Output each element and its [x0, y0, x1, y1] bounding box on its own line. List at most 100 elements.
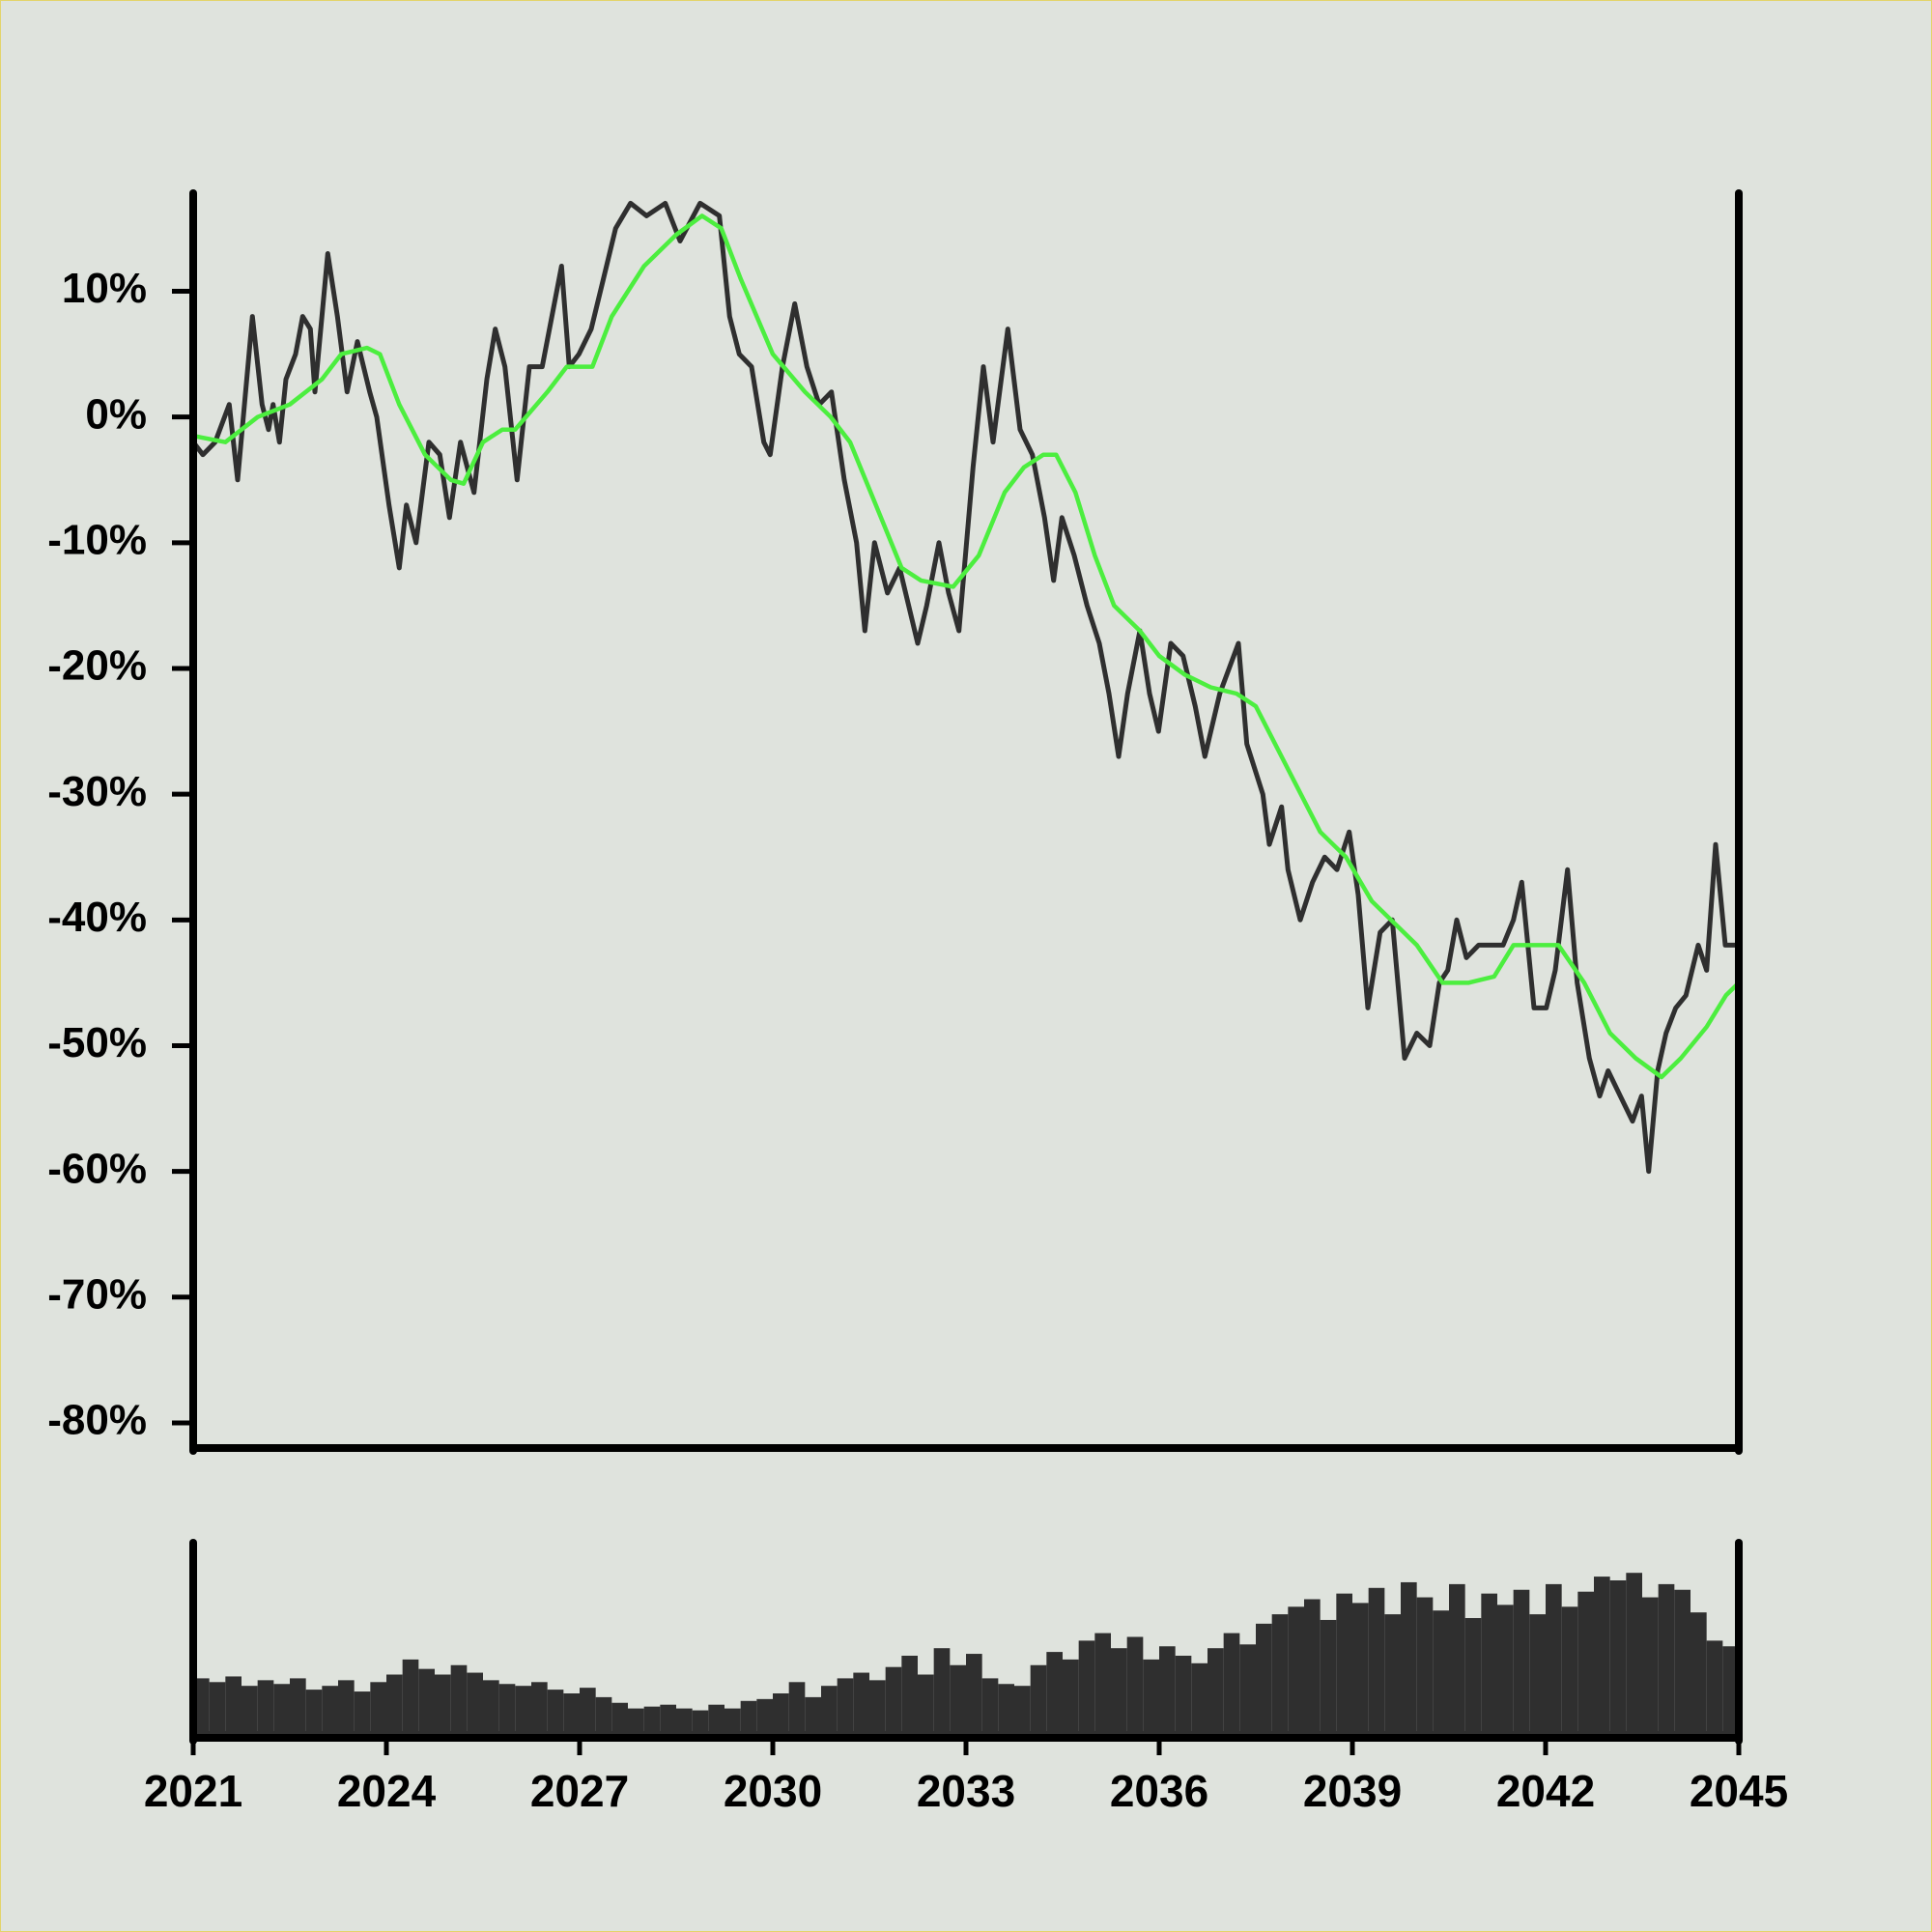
volume-bar: [531, 1682, 548, 1731]
volume-bar: [580, 1688, 596, 1731]
volume-bar: [1529, 1614, 1546, 1731]
volume-bar: [837, 1678, 854, 1731]
volume-bar: [467, 1672, 483, 1731]
volume-bar: [209, 1682, 226, 1731]
volume-bar: [1094, 1633, 1111, 1731]
volume-bar: [1433, 1610, 1449, 1731]
volume-bar: [1208, 1648, 1224, 1731]
volume-bar: [1271, 1614, 1289, 1731]
volume-bar: [660, 1704, 676, 1731]
volume-bar: [1594, 1577, 1610, 1731]
volume-bar: [322, 1686, 338, 1731]
x-tick-label: 2042: [1496, 1766, 1595, 1816]
volume-bar: [756, 1698, 773, 1731]
y-tick-label: -10%: [47, 516, 147, 563]
volume-bar: [1722, 1646, 1739, 1731]
volume-bar: [933, 1648, 951, 1731]
volume-bar: [1304, 1599, 1321, 1731]
volume-bar: [515, 1686, 531, 1731]
volume-bar: [595, 1696, 612, 1731]
volume-bar: [1481, 1593, 1497, 1731]
volume-bar: [1416, 1597, 1434, 1731]
volume-bar: [950, 1664, 966, 1731]
volume-bar: [257, 1680, 274, 1731]
volume-bar: [1320, 1619, 1337, 1731]
volume-bar: [354, 1691, 371, 1731]
volume-bar: [966, 1654, 982, 1731]
volume-bar: [435, 1674, 451, 1731]
volume-bar: [1401, 1581, 1417, 1731]
series-line: [193, 213, 1739, 1080]
volume-bar: [1706, 1640, 1723, 1731]
x-tick-label: 2024: [337, 1766, 437, 1816]
volume-bar: [1078, 1640, 1095, 1731]
volume-bar: [1143, 1659, 1159, 1731]
volume-bar: [1352, 1603, 1369, 1731]
volume-bar: [1674, 1589, 1690, 1731]
volume-bar: [708, 1704, 724, 1731]
volume-bar: [1223, 1633, 1240, 1731]
volume-bar: [901, 1656, 918, 1731]
volume-bar: [1577, 1591, 1594, 1731]
volume-bar: [1111, 1648, 1127, 1731]
volume-bar: [386, 1674, 403, 1731]
volume-bar: [193, 1678, 210, 1731]
volume-bar: [483, 1680, 499, 1731]
x-tick-label: 2030: [724, 1766, 822, 1816]
x-tick-label: 2021: [144, 1766, 242, 1816]
volume-bar: [1046, 1652, 1063, 1731]
volume-bar: [370, 1682, 386, 1731]
volume-bar: [1126, 1636, 1144, 1731]
x-tick-label: 2045: [1690, 1766, 1788, 1816]
volume-bar: [402, 1659, 419, 1731]
x-tick-label: 2039: [1303, 1766, 1402, 1816]
y-tick-label: -30%: [47, 768, 147, 815]
volume-bar: [1368, 1587, 1385, 1731]
series-line: [193, 200, 1739, 1175]
volume-bar: [1256, 1623, 1272, 1731]
volume-bar: [242, 1686, 258, 1731]
volume-bar: [1690, 1612, 1707, 1731]
volume-bar: [773, 1693, 789, 1731]
volume-bar: [1239, 1644, 1256, 1731]
y-tick-label: -40%: [47, 894, 147, 941]
volume-bar: [1030, 1664, 1047, 1731]
volume-bar: [273, 1684, 290, 1731]
y-tick-label: 10%: [62, 265, 147, 312]
volume-bar: [788, 1682, 806, 1731]
volume-bar: [225, 1676, 242, 1731]
volume-bar: [338, 1680, 355, 1731]
volume-bar: [1464, 1618, 1482, 1731]
volume-bar: [1384, 1614, 1401, 1731]
plot-area: [193, 200, 1739, 1175]
volume-bar: [869, 1680, 886, 1731]
y-tick-label: -20%: [47, 642, 147, 690]
volume-bar: [1288, 1606, 1304, 1731]
volume-bar: [805, 1696, 821, 1731]
volume-bar: [1546, 1583, 1562, 1731]
volume-bar: [1159, 1646, 1176, 1731]
volume-bar: [290, 1678, 306, 1731]
y-tick-label: -50%: [47, 1019, 147, 1066]
volume-bar: [885, 1666, 902, 1731]
y-tick-label: -70%: [47, 1270, 147, 1318]
volume-bar: [450, 1664, 468, 1731]
volume-bar: [1642, 1597, 1659, 1731]
volume-bar: [740, 1700, 757, 1731]
volume-bar: [498, 1684, 516, 1731]
volume-bar: [1063, 1659, 1079, 1731]
volume-bar: [1609, 1580, 1627, 1731]
volume-bar: [918, 1674, 934, 1731]
volume-bar: [1449, 1583, 1465, 1731]
volume-bar: [563, 1693, 580, 1731]
volume-bar: [643, 1706, 661, 1731]
volume-bar: [998, 1684, 1014, 1731]
x-tick-label: 2027: [530, 1766, 629, 1816]
volume-bar: [853, 1672, 869, 1731]
volume-bar: [821, 1686, 838, 1731]
volume-bar: [1626, 1573, 1642, 1731]
volume-bar: [1014, 1686, 1031, 1731]
volume-bar: [692, 1710, 709, 1731]
